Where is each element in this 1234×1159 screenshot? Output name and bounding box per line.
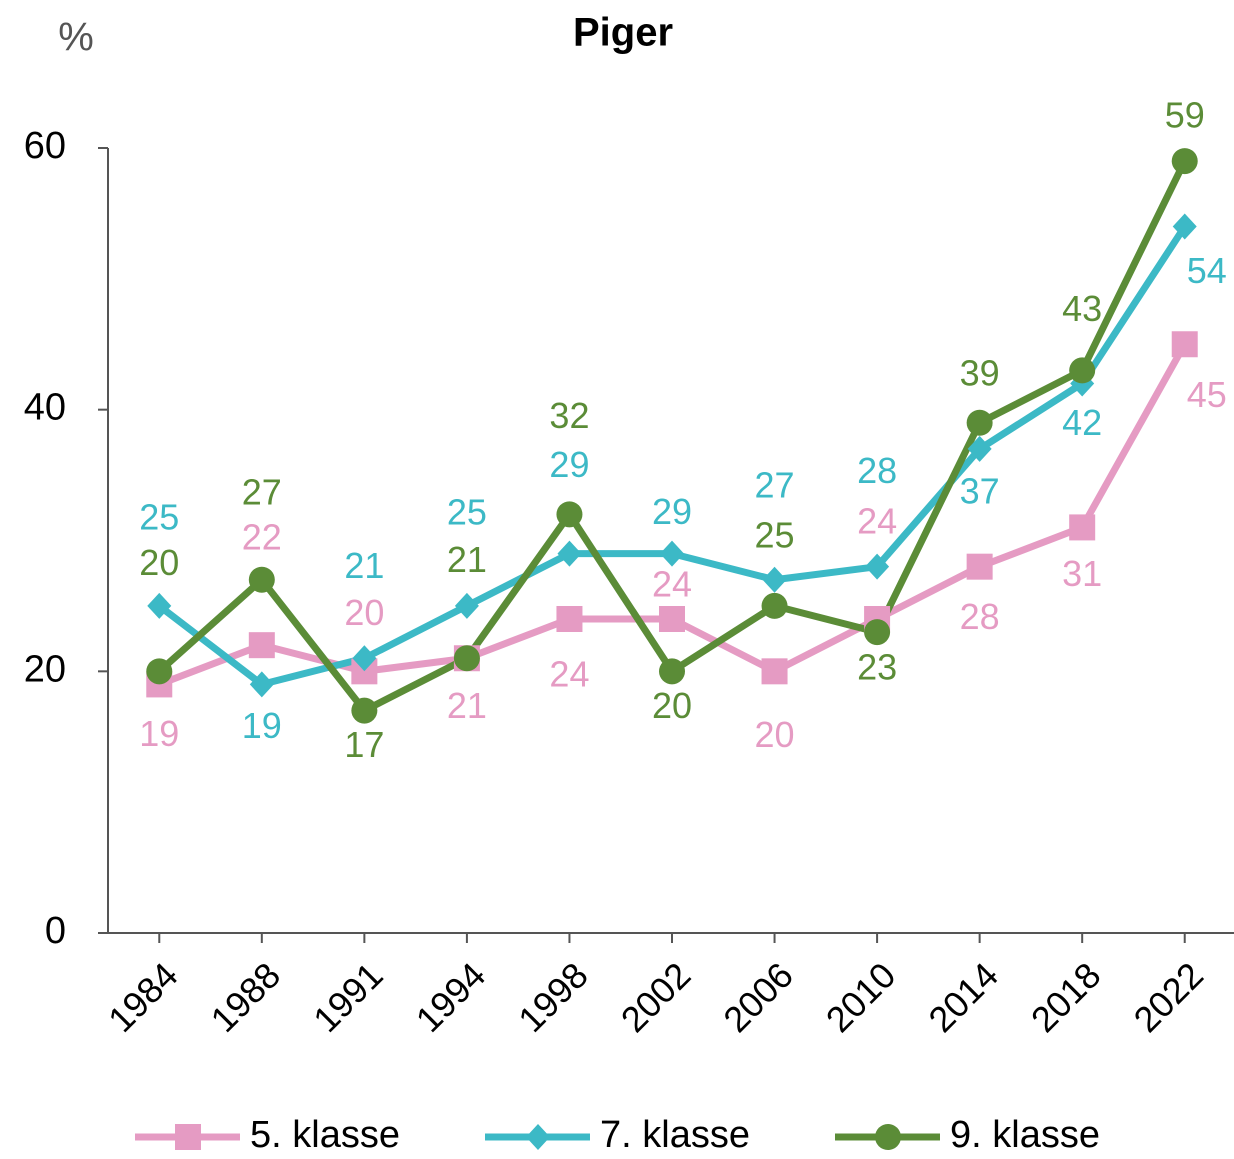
data-label: 24 (652, 564, 692, 605)
data-label: 25 (755, 514, 795, 555)
data-label: 23 (857, 647, 897, 688)
data-label: 43 (1062, 288, 1102, 329)
legend-marker (875, 1124, 901, 1150)
x-tick-label: 2018 (1023, 954, 1109, 1040)
legend-marker (175, 1124, 201, 1150)
data-point (761, 592, 788, 619)
legend-marker (526, 1124, 550, 1150)
x-tick-label: 1984 (100, 954, 186, 1040)
x-tick-label: 1994 (408, 954, 494, 1040)
data-label: 20 (344, 592, 384, 633)
data-label: 25 (447, 491, 487, 532)
data-point (1069, 357, 1096, 384)
data-point (1171, 331, 1198, 358)
data-point (1171, 148, 1198, 175)
data-label: 20 (755, 714, 795, 755)
data-point (351, 697, 378, 724)
data-label: 24 (549, 654, 589, 695)
data-label: 24 (857, 501, 897, 542)
data-point (659, 658, 685, 685)
data-point (1172, 213, 1197, 240)
data-point (660, 540, 684, 567)
legend-label: 5. klasse (250, 1114, 400, 1156)
legend-label: 7. klasse (600, 1114, 750, 1156)
data-point (1069, 514, 1096, 541)
data-point (248, 566, 275, 593)
x-tick-label: 1988 (203, 954, 289, 1040)
data-label: 19 (242, 705, 282, 746)
data-point (659, 606, 685, 632)
data-point (966, 409, 993, 436)
legend-label: 9. klasse (950, 1114, 1100, 1156)
chart-title: Piger (573, 11, 673, 55)
data-label: 25 (139, 496, 179, 537)
data-label: 31 (1062, 553, 1102, 594)
x-tick-label: 1998 (510, 954, 596, 1040)
data-point (557, 540, 582, 567)
data-label: 20 (652, 685, 692, 726)
x-tick-label: 2014 (920, 954, 1006, 1040)
data-point (966, 553, 993, 580)
data-label: 54 (1187, 250, 1227, 291)
data-point (147, 592, 172, 619)
y-tick-label: 60 (24, 125, 66, 167)
data-point (454, 592, 479, 619)
data-label: 28 (960, 596, 1000, 637)
data-point (352, 645, 377, 672)
x-tick-label: 2006 (715, 954, 801, 1040)
data-point (762, 566, 787, 593)
data-point (453, 645, 480, 672)
data-label: 45 (1187, 374, 1227, 415)
data-label: 42 (1062, 402, 1102, 443)
data-point (249, 671, 274, 698)
data-point (556, 501, 583, 528)
data-label: 27 (755, 464, 795, 505)
y-tick-label: 40 (24, 387, 66, 429)
data-label: 29 (652, 491, 692, 532)
data-label: 22 (242, 517, 282, 558)
x-tick-label: 2010 (818, 954, 904, 1040)
data-point (146, 658, 173, 685)
data-label: 29 (549, 444, 589, 485)
data-label: 39 (960, 352, 1000, 393)
data-label: 21 (344, 545, 384, 586)
data-point (967, 435, 992, 462)
data-label: 21 (447, 685, 487, 726)
data-point (556, 606, 583, 632)
data-label: 32 (549, 395, 589, 436)
x-tick-label: 1991 (305, 954, 391, 1040)
data-label: 17 (344, 724, 384, 765)
data-label: 37 (960, 470, 1000, 511)
x-tick-label: 2022 (1125, 954, 1211, 1040)
y-axis-label: % (58, 16, 94, 60)
data-point (864, 619, 891, 646)
data-label: 19 (139, 713, 179, 754)
data-label: 28 (857, 450, 897, 491)
y-tick-label: 0 (45, 910, 66, 952)
data-point (865, 553, 890, 580)
data-point (761, 658, 788, 685)
data-label: 20 (139, 542, 179, 583)
data-label: 27 (242, 471, 282, 512)
data-label: 59 (1165, 95, 1205, 136)
y-tick-label: 20 (24, 648, 66, 690)
x-tick-label: 2002 (613, 954, 699, 1040)
data-label: 21 (447, 539, 487, 580)
data-point (248, 632, 275, 659)
